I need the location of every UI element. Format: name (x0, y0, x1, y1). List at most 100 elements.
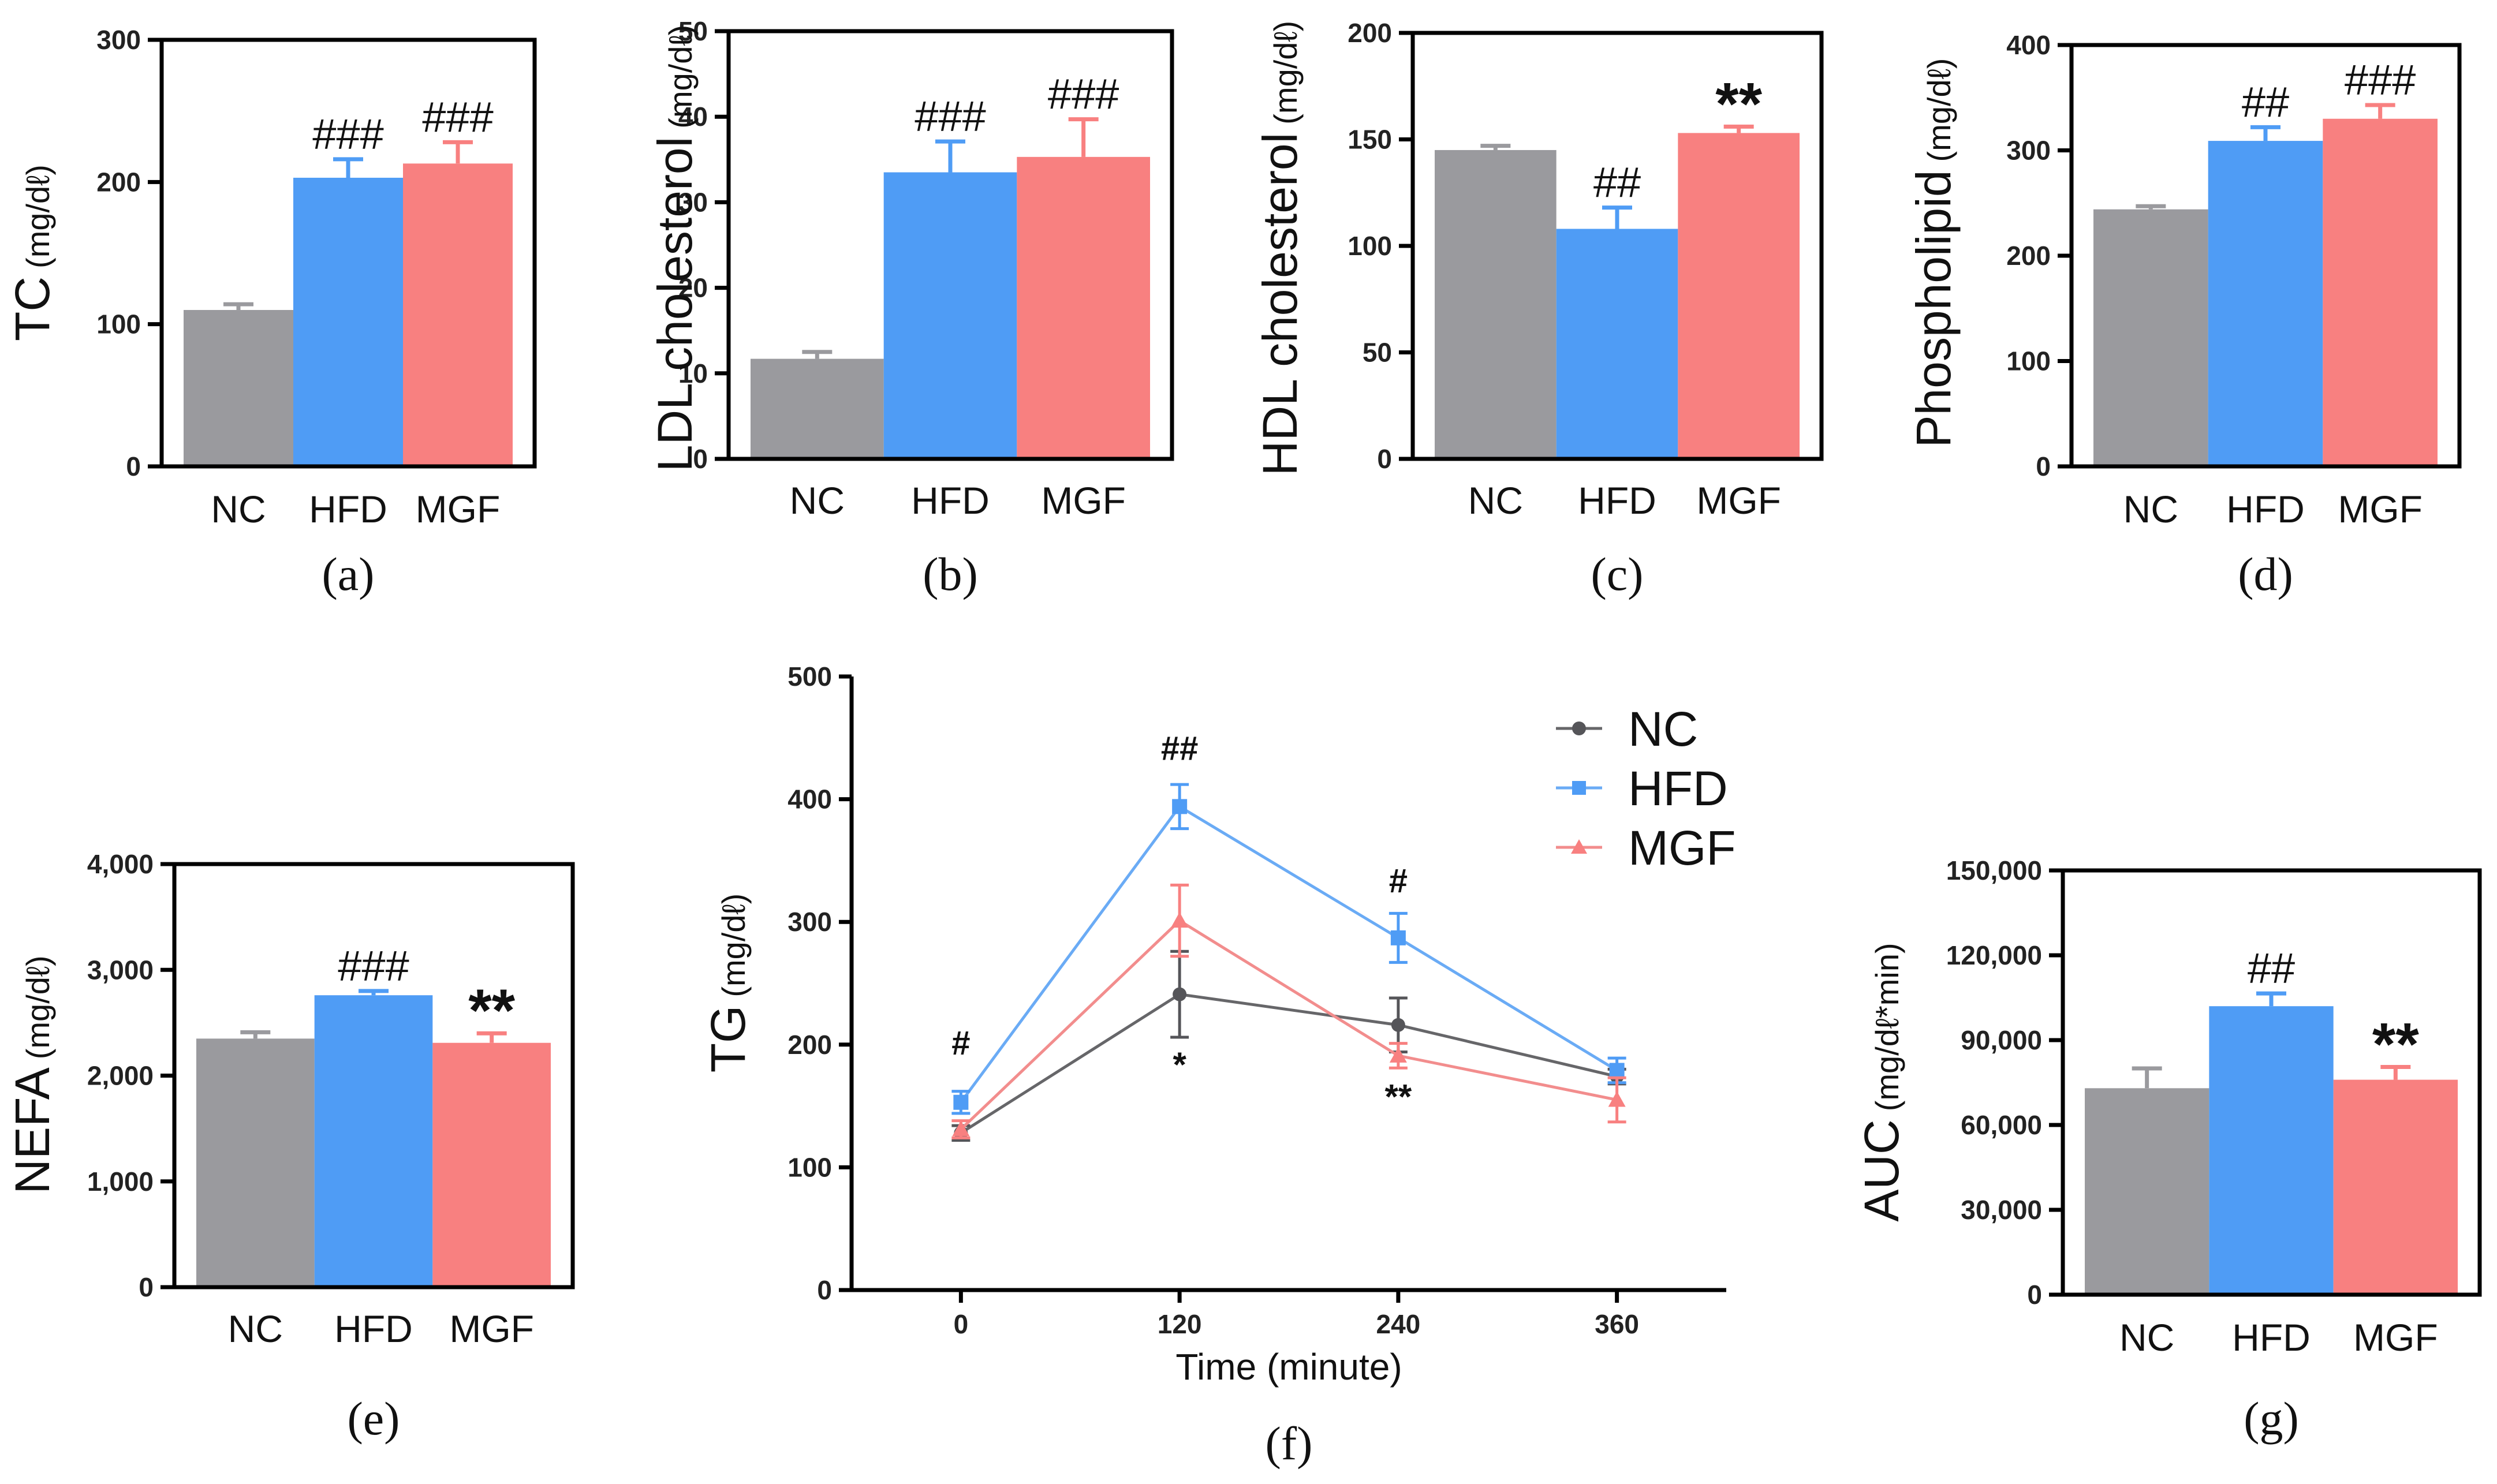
y-axis-label: HDL cholesterol (mg/dℓ) (1253, 21, 1307, 476)
plot-frame (726, 29, 1174, 461)
bar-nc (1435, 149, 1557, 459)
y-axis-unit: (mg/dℓ) (20, 955, 56, 1059)
y-tick-label: 50 (678, 16, 708, 46)
y-tick-label: 0 (1377, 444, 1392, 474)
y-tick-label: 0 (2027, 1280, 2042, 1310)
bar-mgf (2323, 118, 2438, 466)
bar-mgf (2333, 1079, 2458, 1295)
y-tick-label: 30 (678, 187, 708, 217)
bar-mgf (1017, 156, 1150, 459)
y-tick-label: 0 (126, 451, 141, 481)
chart-panel-d: NC HFD ## MGF ### 0 100 200 300 400 Phospholipid (m… (1906, 30, 2462, 600)
x-category-label: NC (211, 488, 266, 530)
x-category-label: HFD (334, 1307, 413, 1350)
bar-hfd (883, 172, 1017, 459)
bar-nc (196, 1038, 315, 1287)
x-category-label: NC (2119, 1316, 2174, 1359)
data-point-mgf (1171, 912, 1189, 928)
panel-label: (g) (2244, 1392, 2299, 1445)
series-line-nc (960, 993, 1618, 1134)
x-category-label: MGF (1041, 479, 1126, 522)
bar-nc (751, 358, 884, 459)
data-point-mgf (952, 1120, 970, 1137)
y-axis-label: NEFA (mg/dℓ) (5, 955, 59, 1194)
x-category-label: MGF (1696, 479, 1781, 522)
bar-nc (2085, 1088, 2209, 1295)
plot-frame (2069, 43, 2462, 469)
y-tick-label: 200 (787, 1030, 832, 1060)
y-axis-label: Phospholipid (mg/dℓ) (1906, 58, 1961, 448)
significance-mark: # (1389, 862, 1408, 900)
y-tick-label: 100 (96, 309, 141, 339)
legend-label: MGF (1628, 821, 1736, 875)
y-tick-label: 120,000 (1946, 940, 2042, 970)
data-point-mgf (1389, 1046, 1407, 1063)
x-axis-label: Time (minute) (1175, 1346, 1402, 1388)
x-category-label: HFD (1578, 479, 1656, 522)
x-category-label: NC (790, 479, 845, 522)
y-tick-label: 100 (787, 1152, 832, 1182)
legend-label: HFD (1628, 761, 1728, 816)
y-tick-label: 1,000 (87, 1167, 154, 1197)
y-tick-label: 2,000 (87, 1061, 154, 1091)
significance-mark: * (1173, 1045, 1186, 1084)
x-tick-label: 360 (1595, 1309, 1639, 1339)
y-tick-label: 100 (2006, 346, 2051, 376)
significance-mark: ## (2242, 78, 2289, 126)
bar-nc (184, 310, 293, 466)
panel-label: (b) (923, 548, 978, 600)
x-tick-label: 120 (1158, 1309, 1202, 1339)
legend-item-mgf: MGF (1556, 821, 1736, 875)
y-tick-label: 400 (787, 784, 832, 814)
y-tick-label: 10 (678, 358, 708, 388)
significance-mark: ** (1715, 70, 1762, 137)
y-tick-label: 300 (96, 25, 141, 55)
legend-marker-triangle (1571, 839, 1587, 854)
y-tick-label: 100 (1348, 231, 1392, 261)
y-axis-unit: (mg/dℓ) (715, 894, 752, 997)
legend-marker-square (1572, 781, 1586, 795)
x-category-label: MGF (2353, 1316, 2438, 1359)
x-category-label: MGF (416, 488, 501, 530)
legend-item-hfd: HFD (1556, 761, 1728, 816)
x-tick-label: 0 (954, 1309, 969, 1339)
data-point-nc (1391, 1018, 1405, 1032)
plot-axes (849, 676, 1726, 1292)
y-axis-unit: (mg/dℓ) (1921, 58, 1957, 162)
y-tick-label: 3,000 (87, 955, 154, 985)
plot-frame (1410, 31, 1824, 461)
legend-marker-circle (1572, 722, 1586, 735)
y-axis-title: HDL cholesterol (1253, 133, 1307, 476)
y-axis-label: TG (mg/dℓ) (701, 894, 755, 1073)
significance-mark: ** (1385, 1077, 1412, 1116)
y-axis-title: Phospholipid (1906, 170, 1961, 447)
significance-mark: ** (2372, 1011, 2419, 1078)
y-axis-title: AUC (1854, 1119, 1909, 1221)
x-category-label: NC (228, 1307, 283, 1350)
y-tick-label: 300 (787, 907, 832, 937)
bar-hfd (314, 995, 433, 1287)
y-tick-label: 90,000 (1961, 1025, 2042, 1055)
data-point-mgf (1608, 1091, 1626, 1107)
y-tick-label: 200 (1348, 18, 1392, 48)
y-axis-label: TC (mg/dℓ) (5, 165, 59, 341)
plot-frame (2061, 868, 2482, 1297)
chart-panel-g: NC HFD ## MGF ** 0 30,000 60,000 90,000 120,000 15… (1854, 855, 2482, 1445)
data-point-hfd (1172, 799, 1188, 814)
y-tick-label: 0 (817, 1275, 832, 1305)
x-category-label: HFD (2226, 488, 2305, 530)
plot-frame (172, 862, 575, 1289)
y-tick-label: 20 (678, 273, 708, 303)
x-tick-label: 240 (1376, 1309, 1421, 1339)
x-category-label: MGF (449, 1307, 534, 1350)
panel-label: (f) (1266, 1417, 1313, 1470)
y-axis-label: LDL cholesterol (mg/dℓ) (648, 25, 702, 472)
significance-mark: ** (468, 977, 515, 1044)
y-axis-label: AUC (mg/dℓ*min) (1854, 943, 1909, 1221)
panel-label: (e) (347, 1392, 400, 1445)
significance-mark: ### (2345, 56, 2416, 104)
panel-label: (d) (2238, 548, 2293, 600)
y-axis-unit: (mg/dℓ) (662, 25, 699, 129)
